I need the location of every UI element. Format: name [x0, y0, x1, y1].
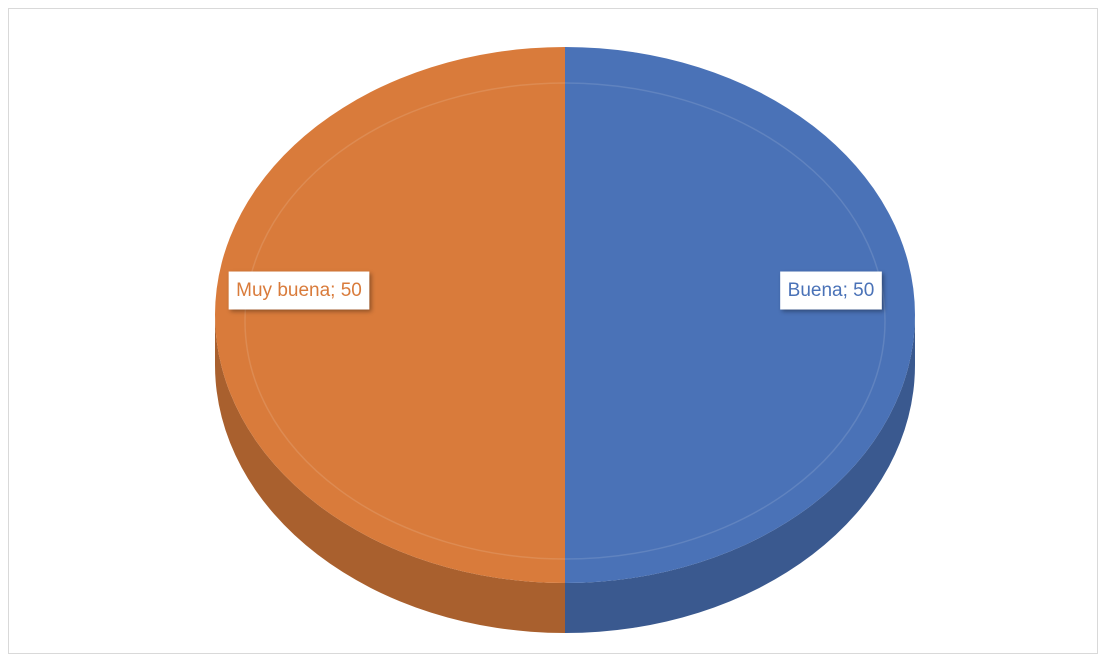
slice-highlight — [244, 82, 886, 560]
data-label-text: Muy buena; 50 — [236, 280, 362, 301]
data-label: Buena; 50 — [780, 271, 882, 310]
pie-slice — [215, 47, 565, 583]
data-label-text: Buena; 50 — [788, 280, 875, 301]
data-label: Muy buena; 50 — [228, 271, 370, 310]
pie-slice — [565, 47, 915, 583]
pie-slice-side — [565, 315, 915, 633]
data-label-box — [228, 271, 370, 310]
data-label-box — [780, 271, 882, 310]
pie-slice-side — [215, 315, 565, 633]
